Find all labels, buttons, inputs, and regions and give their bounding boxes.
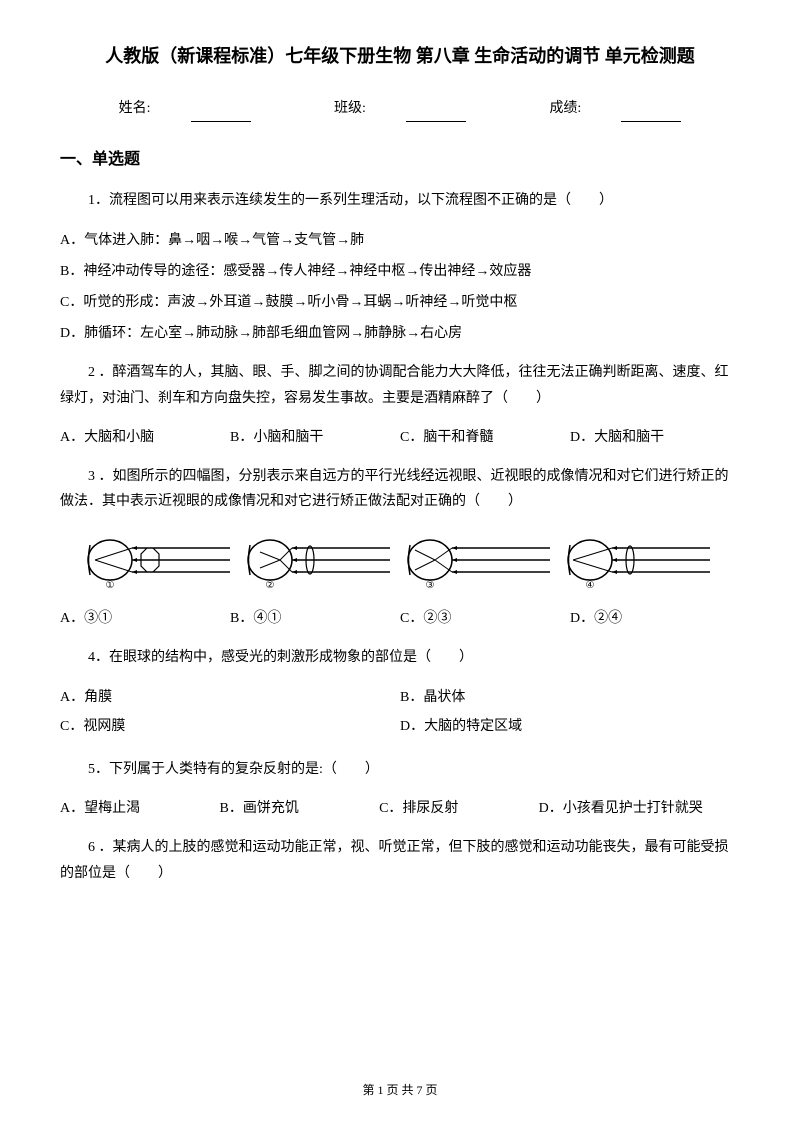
eye-diagram-4: ④	[565, 530, 715, 590]
q3-option-c: C．②③	[400, 606, 570, 631]
q5-option-d: D．小孩看见护士打针就哭	[539, 796, 740, 821]
svg-text:④: ④	[586, 580, 595, 590]
q2-option-d: D．大脑和脑干	[570, 425, 740, 450]
q1-option-a: A．气体进入肺：鼻→咽→喉→气管→支气管→肺	[60, 228, 740, 253]
name-label: 姓名:	[119, 96, 151, 121]
q5-options: A．望梅止渴 B．画饼充饥 C．排尿反射 D．小孩看见护士打针就哭	[60, 796, 740, 821]
svg-text:②: ②	[266, 580, 275, 590]
q2-option-b: B．小脑和脑干	[230, 425, 400, 450]
class-label: 班级:	[334, 96, 366, 121]
q4-option-d: D．大脑的特定区域	[400, 714, 740, 739]
svg-text:①: ①	[106, 580, 115, 590]
q5-option-a: A．望梅止渴	[60, 796, 220, 821]
student-info-row: 姓名: 班级: 成绩:	[60, 96, 740, 121]
q4-option-a: A．角膜	[60, 685, 400, 710]
question-1: 1．流程图可以用来表示连续发生的一系列生理活动，以下流程图不正确的是（ ）	[60, 188, 740, 213]
q1-option-b: B．神经冲动传导的途径：感受器→传人神经→神经中枢→传出神经→效应器	[60, 259, 740, 284]
section-header: 一、单选题	[60, 146, 740, 175]
q1-option-c: C．听觉的形成：声波→外耳道→鼓膜→听小骨→耳蜗→听神经→听觉中枢	[60, 290, 740, 315]
eye-diagram-2: ②	[245, 530, 395, 590]
q5-option-b: B．画饼充饥	[220, 796, 380, 821]
name-field: 姓名:	[99, 96, 271, 121]
q2-option-c: C．脑干和脊髓	[400, 425, 570, 450]
score-label: 成绩:	[549, 96, 581, 121]
question-3: 3 ．如图所示的四幅图，分别表示来自远方的平行光线经远视眼、近视眼的成像情况和对…	[60, 464, 740, 514]
q2-option-a: A．大脑和小脑	[60, 425, 230, 450]
score-blank	[621, 105, 681, 122]
question-5: 5．下列属于人类特有的复杂反射的是:（ ）	[60, 757, 740, 782]
q3-option-a: A．③①	[60, 606, 230, 631]
name-blank	[191, 105, 251, 122]
q3-options: A．③① B．④① C．②③ D．②④	[60, 606, 740, 631]
page-title: 人教版（新课程标准）七年级下册生物 第八章 生命活动的调节 单元检测题	[60, 40, 740, 72]
q2-options: A．大脑和小脑 B．小脑和脑干 C．脑干和脊髓 D．大脑和脑干	[60, 425, 740, 450]
class-blank	[406, 105, 466, 122]
page-footer: 第 1 页 共 7 页	[0, 1080, 800, 1102]
q1-option-d: D．肺循环：左心室→肺动脉→肺部毛细血管网→肺静脉→右心房	[60, 321, 740, 346]
q3-option-d: D．②④	[570, 606, 740, 631]
question-4: 4．在眼球的结构中，感受光的刺激形成物象的部位是（ ）	[60, 645, 740, 670]
score-field: 成绩:	[529, 96, 701, 121]
question-2: 2 ．醉酒驾车的人，其脑、眼、手、脚之间的协调配合能力大大降低，往往无法正确判断…	[60, 360, 740, 410]
eye-diagram-1: ①	[85, 530, 235, 590]
eye-diagrams: ① ② ③	[60, 530, 740, 590]
class-field: 班级:	[314, 96, 486, 121]
q3-option-b: B．④①	[230, 606, 400, 631]
eye-diagram-3: ③	[405, 530, 555, 590]
q4-option-c: C．视网膜	[60, 714, 400, 739]
q4-options: A．角膜 B．晶状体 C．视网膜 D．大脑的特定区域	[60, 685, 740, 743]
svg-text:③: ③	[426, 580, 435, 590]
q5-option-c: C．排尿反射	[379, 796, 539, 821]
q4-option-b: B．晶状体	[400, 685, 740, 710]
question-6: 6 ．某病人的上肢的感觉和运动功能正常，视、听觉正常，但下肢的感觉和运动功能丧失…	[60, 835, 740, 885]
